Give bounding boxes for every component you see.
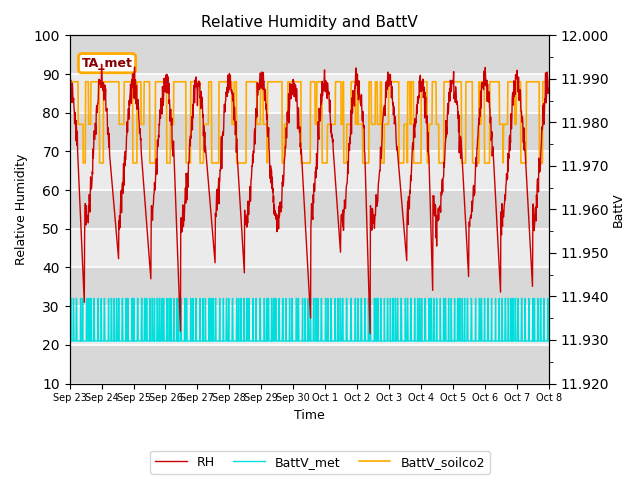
BattV_met: [66, 338, 74, 344]
Legend: RH, BattV_met, BattV_soilco2: RH, BattV_met, BattV_soilco2: [150, 451, 490, 474]
BattV_soilco2: [545, 79, 552, 84]
Line: BattV_soilco2: BattV_soilco2: [70, 82, 548, 163]
RH: [366, 331, 374, 336]
BattV_met: [383, 338, 391, 344]
RH: [383, 86, 391, 92]
X-axis label: Time: Time: [294, 409, 324, 422]
BattV_met: [173, 338, 180, 344]
RH: [161, 76, 169, 82]
Bar: [70, 36, 548, 74]
BattV_soilco2: [383, 121, 391, 127]
BattV_met: [488, 338, 496, 344]
BattV_met: [226, 338, 234, 344]
BattV_soilco2: [161, 79, 169, 84]
RH: [446, 98, 454, 104]
Line: RH: RH: [70, 64, 548, 334]
RH: [66, 66, 74, 72]
BattV_soilco2: [66, 79, 74, 84]
Bar: [70, 267, 548, 306]
BattV_soilco2: [446, 79, 454, 84]
BattV_met: [161, 338, 169, 344]
BattV_soilco2: [488, 79, 496, 84]
Y-axis label: Relative Humidity: Relative Humidity: [15, 154, 28, 265]
RH: [173, 219, 180, 225]
BattV_met: [67, 296, 75, 301]
BattV_met: [446, 338, 454, 344]
RH: [488, 153, 496, 159]
Y-axis label: BattV: BattV: [612, 192, 625, 227]
RH: [98, 61, 106, 67]
Bar: [70, 113, 548, 151]
RH: [226, 81, 234, 87]
BattV_soilco2: [173, 79, 180, 84]
Line: BattV_met: BattV_met: [70, 299, 548, 341]
Title: Relative Humidity and BattV: Relative Humidity and BattV: [201, 15, 417, 30]
BattV_soilco2: [226, 79, 234, 84]
Text: TA_met: TA_met: [82, 57, 132, 70]
BattV_met: [545, 338, 552, 344]
Bar: [70, 345, 548, 384]
BattV_soilco2: [79, 160, 87, 166]
RH: [545, 85, 552, 91]
Bar: [70, 190, 548, 229]
